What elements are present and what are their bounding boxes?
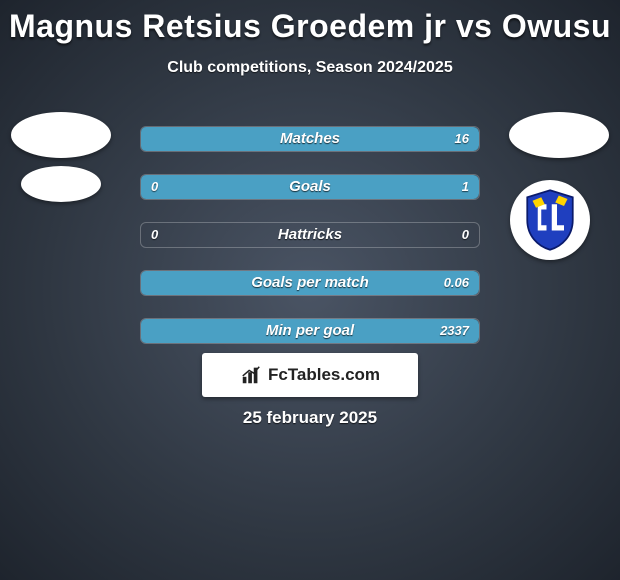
bar-chart-icon <box>240 364 262 386</box>
stat-fill-right <box>141 175 479 199</box>
snapshot-date: 25 february 2025 <box>0 408 620 428</box>
stat-label: Hattricks <box>141 223 479 247</box>
avatar-head-icon <box>509 112 609 158</box>
stat-fill-right <box>141 271 479 295</box>
stat-row: 0.06Goals per match <box>140 270 480 296</box>
avatar-head-icon <box>11 112 111 158</box>
brand-label: FcTables.com <box>268 365 380 385</box>
stat-value-right: 0.06 <box>444 271 469 295</box>
stat-row: 01Goals <box>140 174 480 200</box>
stat-row: 16Matches <box>140 126 480 152</box>
avatar-body-icon <box>21 166 101 202</box>
brand-badge[interactable]: FcTables.com <box>202 353 418 397</box>
stat-value-right: 2337 <box>440 319 469 343</box>
player-left-avatar <box>6 112 116 210</box>
page-title: Magnus Retsius Groedem jr vs Owusu <box>0 0 620 45</box>
comparison-card: Magnus Retsius Groedem jr vs Owusu Club … <box>0 0 620 580</box>
stat-row: 2337Min per goal <box>140 318 480 344</box>
club-logo-right <box>510 180 590 260</box>
fcl-crest-icon <box>515 185 585 255</box>
stat-value-right: 0 <box>462 223 469 247</box>
stat-value-right: 1 <box>462 175 469 199</box>
stat-value-right: 16 <box>455 127 469 151</box>
stat-value-left: 0 <box>151 175 158 199</box>
page-subtitle: Club competitions, Season 2024/2025 <box>0 59 620 77</box>
stat-fill-right <box>141 319 479 343</box>
stats-panel: 16Matches01Goals00Hattricks0.06Goals per… <box>140 126 480 366</box>
stat-fill-right <box>141 127 479 151</box>
stat-row: 0 0Hattricks <box>140 222 480 248</box>
stat-value-left: 0 <box>151 223 158 247</box>
player-right-avatar <box>504 112 614 166</box>
